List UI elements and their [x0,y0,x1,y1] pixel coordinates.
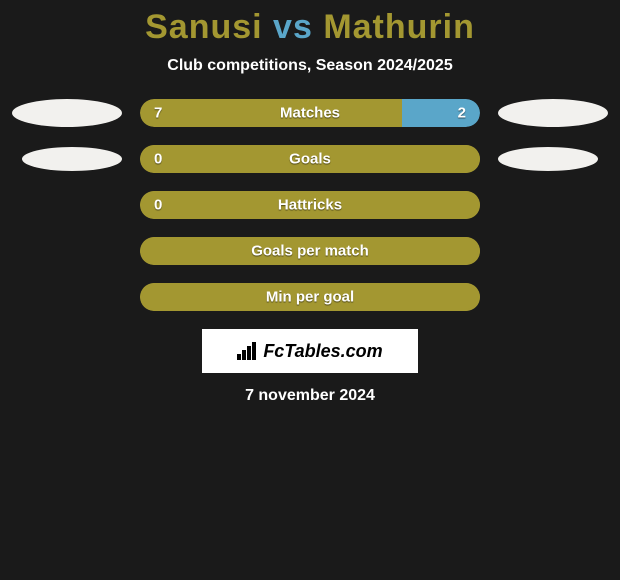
bar-value-left: 7 [154,105,162,122]
logo: FcTables.com [237,341,382,362]
stat-bar: Matches7 2 [140,99,480,127]
logo-box: FcTables.com [202,329,418,373]
logo-text: FcTables.com [263,341,382,362]
bar-label: Goals per match [140,243,480,260]
bar-label: Hattricks [140,197,480,214]
stat-row: Hattricks0 [0,191,620,219]
date: 7 november 2024 [0,387,620,405]
left-ellipse [22,147,122,171]
stat-bar: Goals per match [140,237,480,265]
bar-label: Min per goal [140,289,480,306]
stat-bar: Min per goal [140,283,480,311]
right-ellipse [498,147,598,171]
title-vs: vs [263,8,324,46]
title-right: Mathurin [323,8,475,46]
bar-value-right: 2 [458,105,466,122]
bar-label: Goals [140,151,480,168]
stat-row: Goals0 [0,145,620,173]
page-title: Sanusi vs Mathurin [0,8,620,47]
comparison-infographic: Sanusi vs Mathurin Club competitions, Se… [0,0,620,405]
stat-row: Matches7 2 [0,99,620,127]
title-left: Sanusi [145,8,262,46]
bars-icon [237,342,259,360]
bar-label: Matches [140,105,480,122]
bar-value-left: 0 [154,197,162,214]
stat-bar: Goals0 [140,145,480,173]
stat-bar: Hattricks0 [140,191,480,219]
bar-value-left: 0 [154,151,162,168]
stat-rows: Matches72Goals0Hattricks0Goals per match… [0,99,620,311]
stat-row: Min per goal [0,283,620,311]
left-ellipse [12,99,122,127]
stat-row: Goals per match [0,237,620,265]
right-ellipse [498,99,608,127]
subtitle: Club competitions, Season 2024/2025 [0,57,620,75]
